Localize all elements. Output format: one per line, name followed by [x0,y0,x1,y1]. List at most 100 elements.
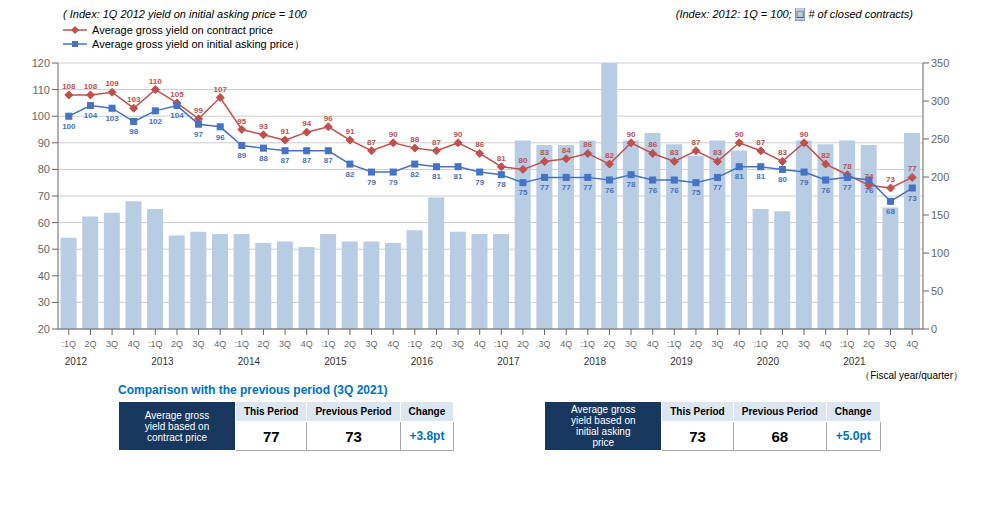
svg-text:2015: 2015 [324,356,347,367]
svg-text:4Q: 4Q [474,339,486,349]
svg-text::1Q: :1Q [62,339,77,349]
svg-text:82: 82 [605,151,614,160]
svg-text:90: 90 [627,130,636,139]
svg-text:4Q: 4Q [560,339,572,349]
svg-text:95: 95 [237,117,246,126]
svg-text:104: 104 [84,111,98,120]
svg-text:110: 110 [149,77,162,86]
svg-text:4Q: 4Q [647,339,659,349]
svg-text:2Q: 2Q [257,339,269,349]
svg-text:3Q: 3Q [279,339,291,349]
svg-text:3Q: 3Q [625,339,637,349]
svg-text:88: 88 [410,135,419,144]
svg-text:2Q: 2Q [344,339,356,349]
svg-text:109: 109 [105,79,119,88]
svg-text:2Q: 2Q [863,339,875,349]
svg-text:77: 77 [540,183,549,192]
svg-text:40: 40 [38,270,50,282]
svg-text:75: 75 [691,188,700,197]
svg-text:105: 105 [170,90,184,99]
svg-text:87: 87 [302,156,311,165]
svg-text:83: 83 [670,148,679,157]
svg-text:102: 102 [149,117,163,126]
svg-text:4Q: 4Q [128,339,140,349]
svg-text:98: 98 [129,127,138,136]
svg-text:80: 80 [518,156,527,165]
svg-text:2019: 2019 [670,356,693,367]
svg-text::1Q: :1Q [321,339,336,349]
svg-text:250: 250 [931,133,949,145]
svg-text:60: 60 [38,217,50,229]
svg-text::1Q: :1Q [754,339,769,349]
svg-text:108: 108 [62,82,76,91]
svg-text:3Q: 3Q [366,339,378,349]
svg-text:103: 103 [105,114,119,123]
svg-text:86: 86 [583,140,592,149]
svg-text:2012: 2012 [65,356,88,367]
svg-text:2018: 2018 [584,356,607,367]
svg-text:2Q: 2Q [430,339,442,349]
svg-text:77: 77 [713,183,722,192]
svg-text:83: 83 [713,148,722,157]
svg-text:2Q: 2Q [517,339,529,349]
svg-text::1Q: :1Q [148,339,163,349]
svg-text:3Q: 3Q [712,339,724,349]
svg-text::1Q: :1Q [235,339,250,349]
svg-text:99: 99 [194,106,203,115]
svg-text:73: 73 [908,194,917,203]
svg-text:90: 90 [389,130,398,139]
svg-text:89: 89 [237,151,246,160]
svg-text:73: 73 [886,175,895,184]
svg-text:75: 75 [518,188,527,197]
svg-text:94: 94 [302,119,311,128]
svg-text:2Q: 2Q [171,339,183,349]
svg-text:103: 103 [127,95,141,104]
svg-text:2Q: 2Q [84,339,96,349]
svg-text:97: 97 [194,130,203,139]
svg-text:87: 87 [367,138,376,147]
svg-text:91: 91 [345,127,354,136]
svg-text:2Q: 2Q [603,339,615,349]
svg-text:76: 76 [821,186,830,195]
svg-text:4Q: 4Q [301,339,313,349]
svg-text:79: 79 [800,178,809,187]
svg-text:4Q: 4Q [906,339,918,349]
svg-text:2Q: 2Q [776,339,788,349]
svg-text:81: 81 [735,172,744,181]
svg-text:90: 90 [800,130,809,139]
svg-text:91: 91 [281,127,290,136]
svg-text:90: 90 [454,130,463,139]
svg-text:4Q: 4Q [214,339,226,349]
svg-text:86: 86 [475,140,484,149]
svg-text:20: 20 [38,323,50,335]
svg-text:87: 87 [691,138,700,147]
svg-text:2020: 2020 [757,356,780,367]
svg-text:90: 90 [38,137,50,149]
svg-text:96: 96 [216,133,225,142]
svg-text:108: 108 [84,82,98,91]
svg-text:150: 150 [931,209,949,221]
svg-text:76: 76 [864,186,873,195]
svg-text:30: 30 [38,296,50,308]
svg-text:3Q: 3Q [798,339,810,349]
svg-text:2016: 2016 [411,356,434,367]
svg-text:81: 81 [454,172,463,181]
svg-text:2Q: 2Q [690,339,702,349]
svg-text:3Q: 3Q [539,339,551,349]
svg-text:83: 83 [540,148,549,157]
svg-text:4Q: 4Q [387,339,399,349]
svg-text:80: 80 [38,163,50,175]
svg-text:70: 70 [38,190,50,202]
svg-text:81: 81 [497,154,506,163]
svg-text:87: 87 [324,156,333,165]
svg-text:2014: 2014 [238,356,261,367]
svg-text:82: 82 [345,170,354,179]
svg-text:84: 84 [562,146,571,155]
svg-text:77: 77 [908,164,917,173]
svg-text:300: 300 [931,95,949,107]
svg-text:120: 120 [32,57,50,69]
svg-text:3Q: 3Q [885,339,897,349]
svg-text::1Q: :1Q [840,339,855,349]
svg-text:77: 77 [562,183,571,192]
svg-text:82: 82 [410,170,419,179]
